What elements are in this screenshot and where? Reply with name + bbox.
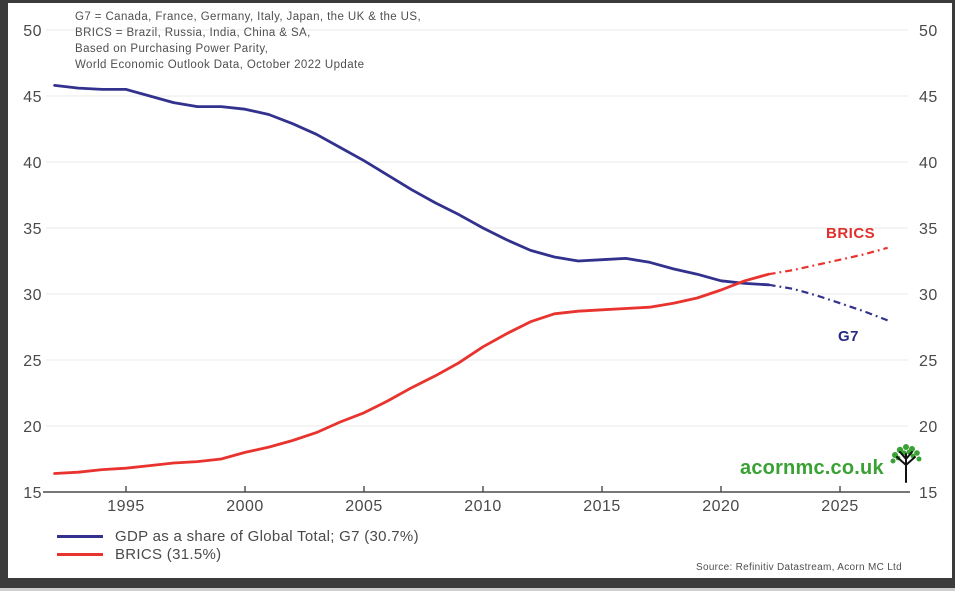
y-axis-label-left: 30 xyxy=(23,287,42,304)
y-axis-label-right: 25 xyxy=(919,353,938,370)
y-axis-label-right: 30 xyxy=(919,287,938,304)
g7-line-swatch xyxy=(57,534,103,538)
legend-label: GDP as a share of Global Total; G7 (30.7… xyxy=(115,527,419,545)
y-axis-label-right: 35 xyxy=(919,221,938,238)
chart-legend: GDP as a share of Global Total; G7 (30.7… xyxy=(57,527,419,563)
x-axis-label: 2015 xyxy=(583,498,621,515)
acorn-tree-icon xyxy=(886,441,924,488)
brics-series-label: BRICS xyxy=(826,225,876,242)
brics-line-solid xyxy=(53,272,770,475)
legend-label: BRICS (31.5%) xyxy=(115,545,222,563)
g7-line-forecast xyxy=(768,283,888,322)
x-axis-label: 1995 xyxy=(107,498,145,515)
annotation-line: BRICS = Brazil, Russia, India, China & S… xyxy=(75,27,311,39)
y-axis-label-left: 45 xyxy=(23,89,42,106)
x-axis-label: 2020 xyxy=(702,498,740,515)
y-axis-label-right: 15 xyxy=(919,485,938,502)
annotation-line: G7 = Canada, France, Germany, Italy, Jap… xyxy=(75,11,422,23)
source-credit: Source: Refinitiv Datastream, Acorn MC L… xyxy=(695,562,902,573)
legend-item-g7: GDP as a share of Global Total; G7 (30.7… xyxy=(57,527,419,545)
bottom-frame-strip xyxy=(0,588,955,591)
y-axis-label-left: 40 xyxy=(23,155,42,172)
g7-series-label: G7 xyxy=(838,328,860,345)
chart-panel: 15 15 20 20 25 25 30 30 35 35 40 40 45 45 50 50 1995 2000… xyxy=(8,3,952,578)
y-axis-label-left: 20 xyxy=(23,419,42,436)
chart-annotation: G7 = Canada, France, Germany, Italy, Jap… xyxy=(75,9,421,73)
y-axis-label-left: 35 xyxy=(23,221,42,238)
x-axis-label: 2005 xyxy=(345,498,383,515)
g7-line-solid xyxy=(53,84,770,287)
y-axis-label-left: 15 xyxy=(23,485,42,502)
x-axis-label: 2025 xyxy=(821,498,859,515)
x-axis-label: 2010 xyxy=(464,498,502,515)
x-axis-label: 2000 xyxy=(226,498,264,515)
y-axis-label-left: 25 xyxy=(23,353,42,370)
acornmc-logo-text: acornmc.co.uk xyxy=(740,457,884,479)
y-axis-label-right: 20 xyxy=(919,419,938,436)
y-axis-label-left: 50 xyxy=(23,23,42,40)
brics-line-swatch xyxy=(57,552,103,556)
acornmc-logo: acornmc.co.uk xyxy=(740,444,924,488)
brics-line-forecast xyxy=(768,246,888,276)
legend-item-brics: BRICS (31.5%) xyxy=(57,545,419,563)
y-axis-label-right: 45 xyxy=(919,89,938,106)
y-axis-label-right: 50 xyxy=(919,23,938,40)
annotation-line: Based on Purchasing Power Parity, xyxy=(75,43,269,55)
y-axis-label-right: 40 xyxy=(919,155,938,172)
annotation-line: World Economic Outlook Data, October 202… xyxy=(75,59,365,71)
